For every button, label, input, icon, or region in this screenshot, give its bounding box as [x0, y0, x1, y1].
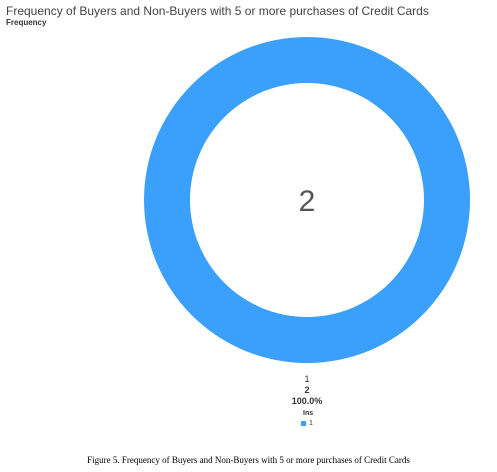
chart-subtitle: Frequency: [6, 18, 47, 27]
legend-item[interactable]: 1: [301, 420, 313, 427]
legend-item-label: 1: [309, 420, 313, 427]
slice-category-label: 1: [304, 374, 309, 384]
chart-title: Frequency of Buyers and Non-Buyers with …: [6, 4, 429, 18]
legend-swatch: [301, 421, 306, 426]
slice-value-label: 2: [304, 385, 309, 395]
slice-percent-label: 100.0%: [292, 396, 323, 406]
donut-center-value: 2: [299, 185, 316, 218]
legend-title: Ins: [303, 410, 314, 417]
figure-caption: Figure 5. Frequency of Buyers and Non-Bu…: [87, 455, 410, 465]
